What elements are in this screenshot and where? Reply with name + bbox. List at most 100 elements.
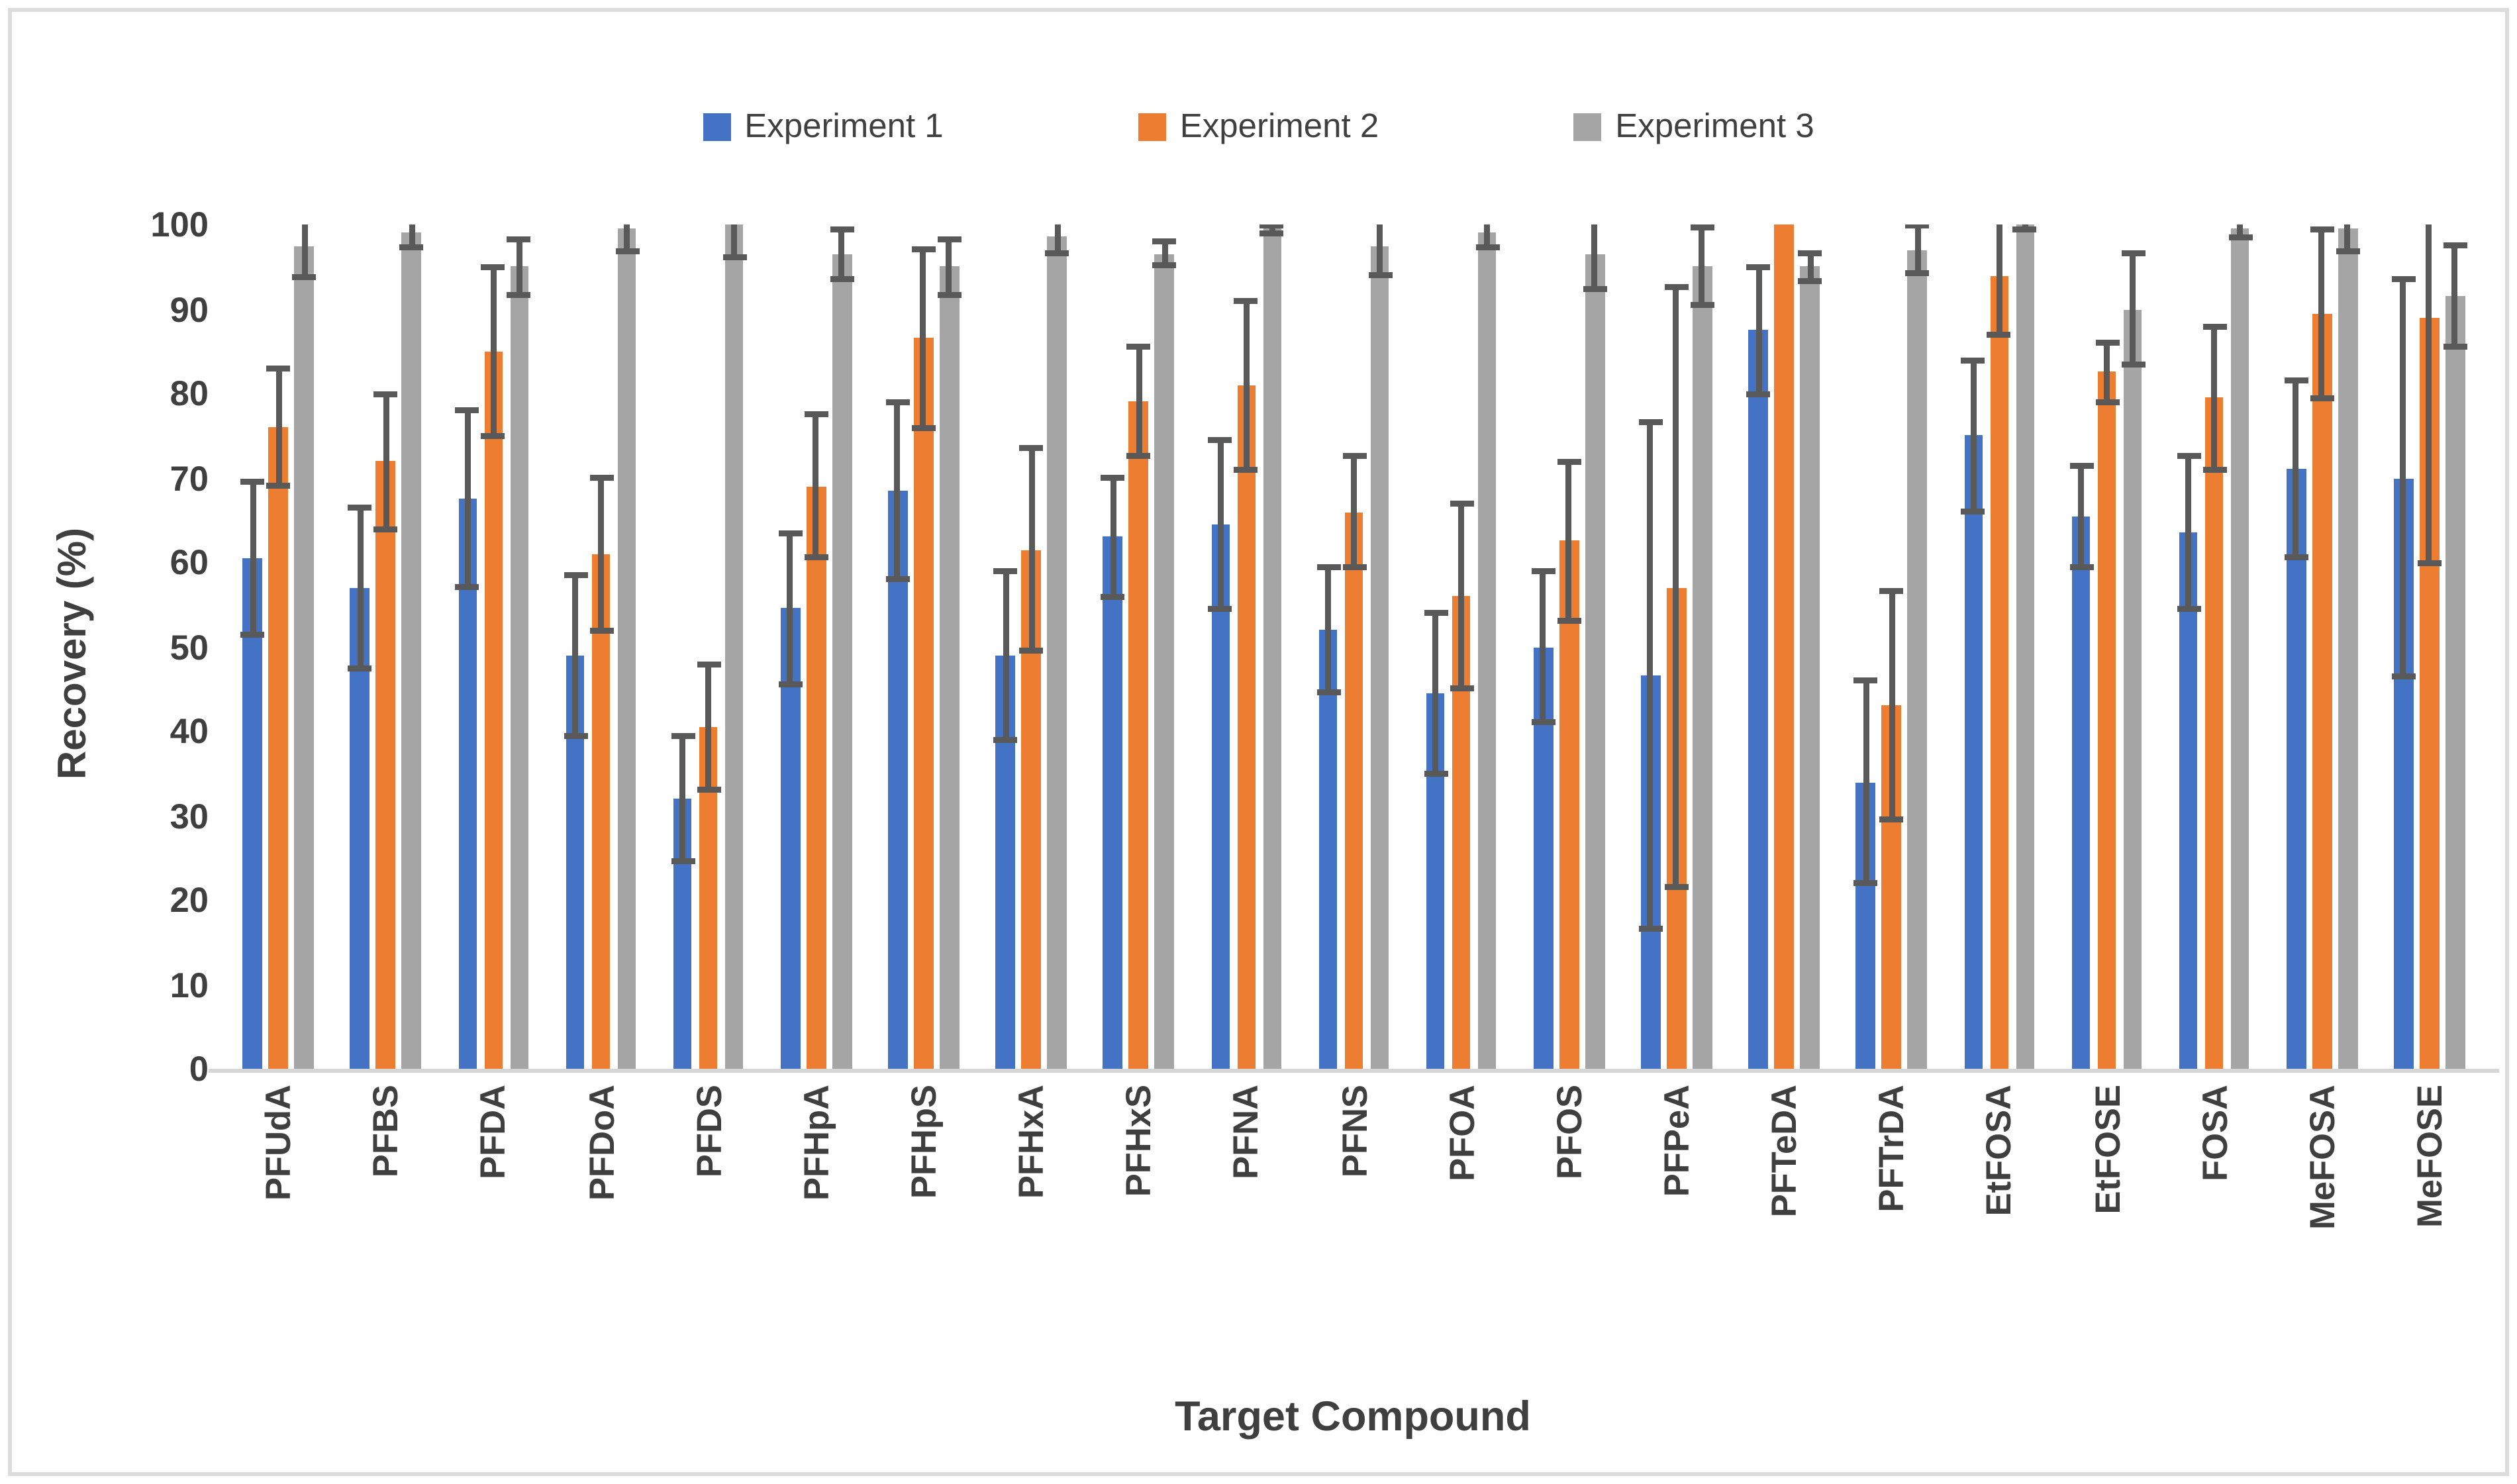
y-axis-tick-label: 70 (170, 458, 209, 498)
error-bar-line (2130, 254, 2136, 364)
error-bar-cap (2443, 344, 2467, 350)
error-bar-cap (2391, 276, 2416, 283)
error-bar-cap (1746, 390, 1771, 397)
x-axis-category-label-PFTrDA: PFTrDA (1871, 1085, 1912, 1212)
error-bar-cap (1045, 249, 1069, 256)
bar-PFBS-experiment-3 (402, 232, 421, 1069)
error-bar-line (946, 238, 953, 295)
y-axis-tick-label: 0 (189, 1049, 209, 1089)
error-bar-line (787, 532, 793, 685)
bar-PFOS-experiment-2 (1559, 541, 1579, 1069)
error-bar-cap (1209, 605, 1233, 612)
error-bar-cap (2310, 225, 2334, 232)
error-bar-cap (778, 529, 803, 536)
x-axis-category-label-MeFOSA: MeFOSA (2302, 1085, 2342, 1230)
error-bar-cap (1905, 224, 1930, 230)
error-bar-cap (1019, 648, 1044, 654)
error-bar-cap (2284, 377, 2308, 384)
error-bar-line (572, 575, 578, 736)
error-bar-line (1970, 360, 1977, 512)
error-bar-line (1699, 228, 1706, 306)
error-bar-cap (2120, 360, 2145, 367)
x-axis-category-label-EtFOSE: EtFOSE (2087, 1085, 2127, 1214)
error-bar-cap (885, 576, 910, 582)
error-bar-cap (1664, 884, 1689, 891)
error-bar-line (813, 414, 819, 558)
error-bar-cap (1126, 344, 1151, 350)
error-bar-cap (507, 236, 532, 242)
error-bar-cap (1475, 243, 1499, 250)
x-axis-category-label-PFDoA: PFDoA (581, 1085, 621, 1201)
bar-PFDA-experiment-3 (509, 266, 529, 1069)
bar-PFHxA-experiment-3 (1047, 237, 1067, 1069)
x-axis-category-label-MeFOSE: MeFOSE (2409, 1085, 2449, 1228)
bar-EtFOSA-experiment-2 (1989, 275, 2009, 1069)
bar-EtFOSA-experiment-1 (1963, 435, 1983, 1069)
error-bar-cap (1316, 690, 1340, 697)
bar-PFNA-experiment-3 (1262, 228, 1282, 1069)
bar-PFDoA-experiment-2 (591, 554, 611, 1069)
error-bar-cap (1531, 568, 1555, 574)
error-bar-cap (399, 244, 424, 250)
error-bar-cap (722, 254, 746, 261)
error-bar-cap (1101, 475, 1125, 481)
y-axis-tick-label: 10 (170, 964, 209, 1005)
x-axis-category-label-PFOA: PFOA (1441, 1085, 1481, 1181)
error-bar-line (1806, 253, 1813, 281)
error-bar-cap (292, 273, 317, 280)
legend: Experiment 1 Experiment 2 Experiment 3 (12, 107, 2505, 147)
error-bar-cap (1126, 454, 1151, 460)
error-bar-line (1054, 224, 1060, 253)
error-bar-line (1484, 224, 1491, 247)
error-bar-line (490, 266, 497, 436)
x-axis-category-label-FOSA: FOSA (2194, 1085, 2234, 1181)
error-bar-cap (2176, 605, 2200, 612)
error-bar-cap (481, 432, 506, 439)
bar-PFHxS-experiment-1 (1103, 536, 1122, 1069)
error-bar-line (357, 507, 364, 668)
bar-PFNS-experiment-2 (1344, 511, 1363, 1069)
error-bar-cap (373, 525, 398, 532)
bar-MeFOSA-experiment-1 (2287, 469, 2306, 1069)
error-bar-cap (937, 236, 962, 242)
error-bar-line (1351, 456, 1357, 567)
error-bar-line (249, 481, 256, 634)
error-bar-cap (885, 399, 910, 405)
error-bar-cap (1234, 297, 1259, 304)
legend-label: Experiment 3 (1615, 107, 1814, 145)
x-axis-category-label-PFHxA: PFHxA (1011, 1085, 1052, 1199)
bar-PFUdA-experiment-3 (294, 245, 314, 1069)
error-bar-line (1565, 461, 1572, 622)
error-bar-cap (1342, 454, 1366, 460)
error-bar-cap (1449, 685, 1473, 692)
error-bar-line (624, 224, 630, 251)
error-bar-cap (1961, 509, 1986, 515)
error-bar-line (2344, 224, 2351, 251)
bar-PFHpS-experiment-1 (888, 490, 908, 1069)
error-bar-cap (563, 571, 587, 578)
error-bar-cap (1905, 270, 1930, 277)
error-bar-cap (993, 736, 1018, 743)
y-axis-tick-label: 100 (150, 205, 209, 244)
bar-MeFOSE-experiment-3 (2445, 296, 2465, 1069)
error-bar-cap (1798, 250, 1822, 256)
y-axis-tick-label: 30 (170, 795, 209, 836)
error-bar-cap (1019, 445, 1044, 452)
error-bar-cap (1260, 224, 1285, 228)
bar-PFDA-experiment-2 (483, 351, 503, 1069)
bar-PFTeDA-experiment-2 (1774, 224, 1794, 1069)
error-bar-line (1914, 226, 1921, 273)
error-bar-cap (589, 626, 613, 633)
x-axis-category-label-PFUdA: PFUdA (258, 1085, 299, 1201)
error-bar-cap (2336, 248, 2360, 254)
legend-swatch-icon (703, 113, 731, 141)
error-bar-line (2426, 224, 2433, 562)
error-bar-cap (2069, 563, 2093, 569)
error-bar-line (1540, 570, 1546, 723)
legend-label: Experiment 1 (744, 107, 944, 145)
error-bar-line (1325, 566, 1331, 693)
plot-area (224, 224, 2483, 1069)
error-bar-cap (2176, 454, 2200, 460)
error-bar-cap (804, 555, 828, 562)
error-bar-cap (615, 248, 639, 254)
